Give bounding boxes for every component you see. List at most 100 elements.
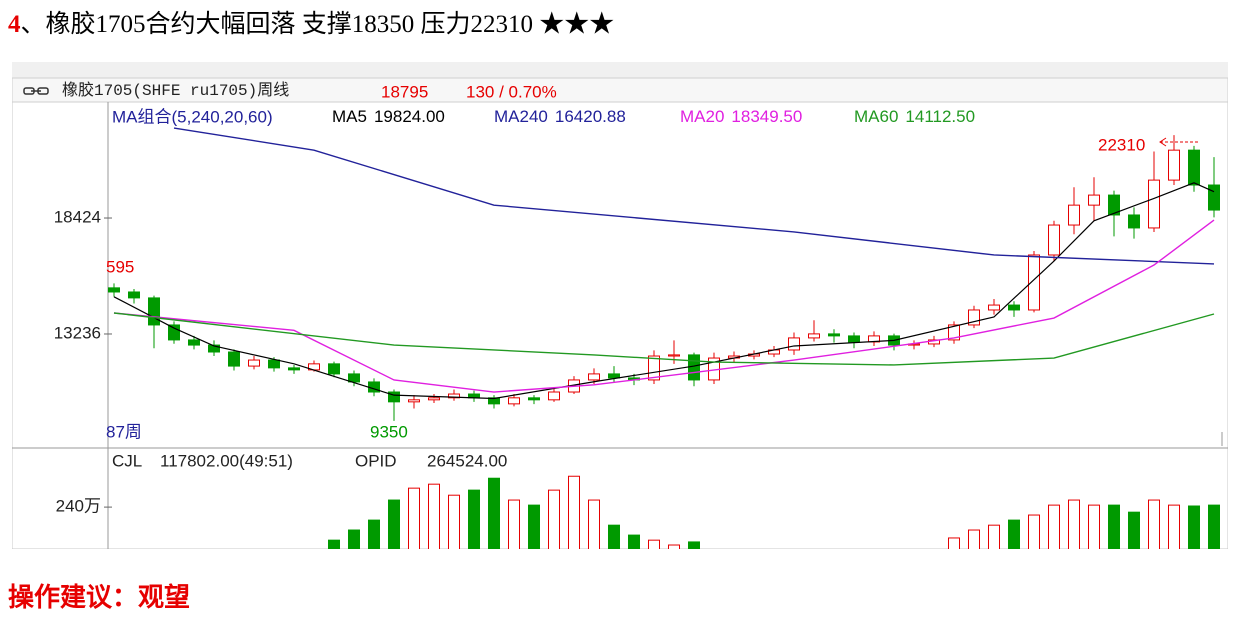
annotation: 22310 [1098, 135, 1145, 154]
candle-body [1088, 194, 1100, 206]
candle-body [788, 337, 800, 351]
volume-bar [189, 558, 200, 560]
volume-bar [749, 553, 760, 560]
volume-bar [1108, 504, 1120, 549]
volume-bar [588, 499, 600, 549]
info-bar [12, 77, 1228, 103]
candle-body [428, 397, 440, 401]
macd-label: DEA [446, 547, 482, 566]
volume-bar [1088, 504, 1100, 549]
macd-label: MACD(12,26,9) [112, 547, 230, 566]
candle-body [128, 291, 140, 299]
indicator-label: MA组合(5,240,20,60) [112, 107, 273, 126]
candle-body [1208, 184, 1220, 211]
volume-bar [368, 519, 380, 549]
macd-labels: MACD(12,26,9) DIFF 1541.36 DEA 1706.00 335.20 [112, 547, 688, 566]
candle-body [328, 363, 340, 375]
candle-body [688, 354, 700, 381]
legend-entry: MA5 19824.00 [332, 107, 445, 126]
candle-body [108, 287, 120, 293]
volume-bar [1068, 499, 1080, 549]
volume-bar [129, 558, 140, 560]
candle-body [948, 324, 960, 341]
last-price: 18795 [381, 82, 428, 101]
volume-bar [468, 489, 480, 549]
volume-bar [988, 524, 1000, 549]
y-tick-label: 18424 [54, 208, 101, 227]
volume-bar [488, 477, 500, 549]
macd-label: DIFF [272, 547, 310, 566]
volume-bar [869, 553, 880, 560]
ma-line [113, 312, 1215, 366]
candle-body [488, 397, 500, 405]
legend-name: MA20 [680, 107, 724, 126]
candle-body [648, 355, 660, 381]
opid-title: OPID [355, 451, 397, 470]
legend-name: MA60 [854, 107, 898, 126]
volume-bar [809, 553, 820, 560]
volume-bar [1028, 514, 1040, 549]
candle-body [1168, 149, 1180, 181]
candle-body [808, 333, 820, 339]
candle-body [448, 393, 460, 399]
candle-body [168, 324, 180, 341]
headline: 4、橡胶1705合约大幅回落 支撑18350 压力22310 ★★★ [8, 10, 614, 38]
volume-title: CJL [112, 451, 142, 470]
candle-body [828, 333, 840, 337]
candle-body [1128, 214, 1140, 229]
volume-bar [1008, 519, 1020, 549]
chart-title: 橡胶1705(SHFE ru1705)周线 [62, 81, 289, 100]
volume-bar [628, 534, 640, 549]
volume-bar [968, 529, 980, 549]
candle-body [188, 339, 200, 346]
volume-bar [829, 553, 840, 560]
candle-body [668, 354, 680, 357]
chart-frame [12, 62, 1228, 549]
candle-body [388, 391, 400, 403]
macd-label: 1541.36 [342, 547, 403, 566]
volume-bar [249, 558, 260, 560]
volume-bar [1168, 504, 1180, 549]
volume-bar [229, 558, 240, 560]
legend-name: MA5 [332, 107, 367, 126]
legend-name: MA240 [494, 107, 548, 126]
y-tick-label: 13236 [54, 323, 101, 342]
volume-bar [269, 558, 280, 560]
candle-body [288, 367, 300, 371]
volume-bar [568, 475, 580, 549]
candle-body [528, 397, 540, 401]
chart: 橡胶1705(SHFE ru1705)周线 18795 130 / 0.70% … [12, 62, 1228, 566]
volume-bar [448, 494, 460, 549]
volume-bar [508, 499, 520, 549]
candle-body [408, 399, 420, 403]
macd-label: 335.20 [636, 547, 688, 566]
candle-body [1108, 194, 1120, 216]
volume-bar [169, 558, 180, 560]
volume-bar [289, 558, 300, 560]
volume-bar [889, 553, 900, 560]
annotation-arrow [1159, 137, 1200, 147]
annotation: 87周 [106, 422, 142, 441]
candle-body [1028, 254, 1040, 311]
candle-body [1048, 224, 1060, 256]
opid-value: 264524.00 [427, 451, 507, 470]
ma-line [113, 182, 1215, 400]
legend-entry: MA20 18349.50 [680, 107, 802, 126]
legend-entry: MA60 14112.50 [854, 107, 975, 126]
candle-body [348, 373, 360, 383]
volume-bar [348, 529, 360, 549]
volume-bar [929, 553, 940, 560]
volume-bar [209, 558, 220, 560]
volume-bar [328, 539, 340, 549]
volume-value: 117802.00(49:51) [160, 451, 293, 470]
volume-bar [528, 504, 540, 549]
headline-number: 4 [8, 11, 21, 38]
volume-bar [408, 487, 420, 549]
volume-bar [1128, 511, 1140, 549]
volume-bar [668, 544, 680, 549]
volume-bar [729, 553, 740, 560]
legend-value: 16420.88 [555, 107, 626, 126]
candle-body [848, 335, 860, 343]
legend-entry: MA240 16420.88 [494, 107, 626, 126]
